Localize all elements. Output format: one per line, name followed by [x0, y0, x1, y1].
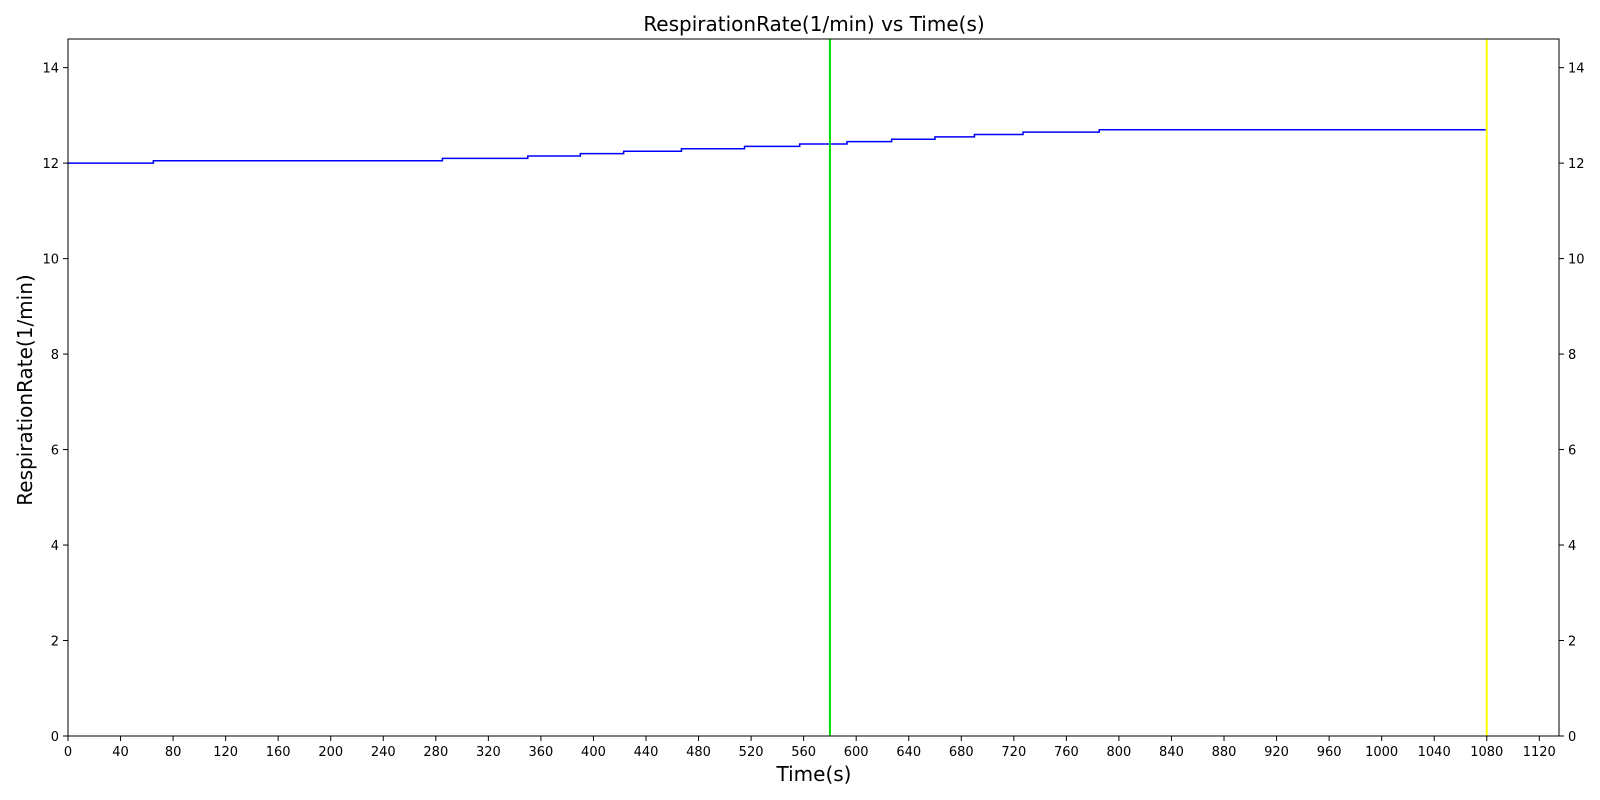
- x-tick-label-1000: 1000: [1365, 745, 1398, 760]
- y-tick-label-right-4: 4: [1568, 539, 1576, 554]
- x-tick-label-1040: 1040: [1418, 745, 1451, 760]
- x-tick-label-120: 120: [213, 745, 238, 760]
- plot-frame: [67, 38, 1560, 737]
- x-tick-label-640: 640: [896, 745, 921, 760]
- x-tick-label-720: 720: [1001, 745, 1026, 760]
- x-tick-label-520: 520: [739, 745, 764, 760]
- x-tick-label-1120: 1120: [1523, 745, 1556, 760]
- x-tick-label-400: 400: [581, 745, 606, 760]
- x-tick-label-800: 800: [1107, 745, 1132, 760]
- y-tick-label-right-8: 8: [1568, 348, 1576, 363]
- x-tick-label-280: 280: [423, 745, 448, 760]
- y-tick-label-right-10: 10: [1568, 253, 1585, 268]
- x-tick-label-0: 0: [64, 745, 72, 760]
- y-axis-label: RespirationRate(1/min): [13, 274, 37, 505]
- y-tick-label-left-0: 0: [51, 730, 59, 745]
- y-tick-label-left-6: 6: [51, 444, 59, 459]
- y-tick-label-right-14: 14: [1568, 62, 1585, 77]
- x-tick-label-840: 840: [1159, 745, 1184, 760]
- y-tick-label-left-10: 10: [42, 253, 59, 268]
- y-tick-label-right-0: 0: [1568, 730, 1576, 745]
- x-tick-label-880: 880: [1212, 745, 1237, 760]
- x-tick-label-480: 480: [686, 745, 711, 760]
- y-tick-label-right-12: 12: [1568, 157, 1585, 172]
- chart-title: RespirationRate(1/min) vs Time(s): [643, 12, 984, 36]
- series-line-0: [68, 128, 1487, 164]
- x-tick-label-360: 360: [529, 745, 554, 760]
- x-tick-label-440: 440: [634, 745, 659, 760]
- x-tick-label-760: 760: [1054, 745, 1079, 760]
- x-tick-label-680: 680: [949, 745, 974, 760]
- x-tick-label-600: 600: [844, 745, 869, 760]
- x-tick-label-160: 160: [266, 745, 291, 760]
- x-tick-label-960: 960: [1317, 745, 1342, 760]
- y-tick-label-left-12: 12: [42, 157, 59, 172]
- x-tick-label-80: 80: [165, 745, 182, 760]
- x-tick-label-1080: 1080: [1470, 745, 1503, 760]
- x-tick-label-240: 240: [371, 745, 396, 760]
- y-tick-label-left-8: 8: [51, 348, 59, 363]
- x-tick-label-320: 320: [476, 745, 501, 760]
- x-axis-label: Time(s): [776, 762, 852, 786]
- y-tick-label-right-6: 6: [1568, 444, 1576, 459]
- y-tick-label-right-2: 2: [1568, 635, 1576, 650]
- x-tick-label-560: 560: [791, 745, 816, 760]
- y-tick-label-left-14: 14: [42, 62, 59, 77]
- x-tick-label-40: 40: [112, 745, 129, 760]
- y-tick-label-left-4: 4: [51, 539, 59, 554]
- x-tick-label-200: 200: [318, 745, 343, 760]
- y-tick-label-left-2: 2: [51, 635, 59, 650]
- plot-area: 0 40 80 120 160 200 240 280 320 360 400 440 480 520 56…: [42, 39, 1585, 760]
- x-tick-label-920: 920: [1264, 745, 1289, 760]
